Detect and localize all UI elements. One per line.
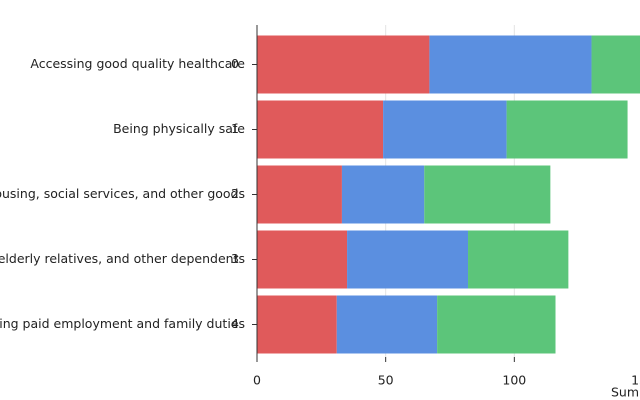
bar-segment	[591, 35, 640, 94]
category-label: Being physically safe	[113, 121, 245, 136]
bar-segment	[468, 230, 569, 289]
bar-segment	[429, 35, 592, 94]
bar-segment	[257, 230, 348, 289]
category-label: ing paid employment and family duties	[0, 316, 245, 331]
bar-segment	[257, 165, 342, 224]
bar-segment	[257, 100, 384, 159]
category-label: Accessing good quality healthcare	[30, 56, 245, 71]
bar-segment	[341, 165, 425, 224]
bar-segment	[424, 165, 551, 224]
y-tick-label: 1	[231, 121, 239, 136]
x-tick-label: 150	[631, 373, 640, 388]
bar-segment	[506, 100, 628, 159]
bar-segment	[383, 100, 507, 159]
x-tick-label: 100	[502, 373, 526, 388]
y-tick-label: 3	[231, 251, 239, 266]
y-tick-label: 4	[231, 316, 239, 331]
bar-segment	[257, 295, 337, 354]
bar-segment	[347, 230, 469, 289]
category-label: elderly relatives, and other dependents	[0, 251, 245, 266]
bar-segment	[257, 35, 430, 94]
y-tick-label: 0	[231, 56, 239, 71]
y-tick-label: 2	[231, 186, 239, 201]
x-tick-label: 50	[378, 373, 394, 388]
x-tick-label: 0	[253, 373, 261, 388]
category-label: ousing, social services, and other goods	[0, 186, 245, 201]
x-axis-label: Sum	[611, 385, 639, 400]
bar-segment	[437, 295, 556, 354]
bar-segment	[336, 295, 438, 354]
